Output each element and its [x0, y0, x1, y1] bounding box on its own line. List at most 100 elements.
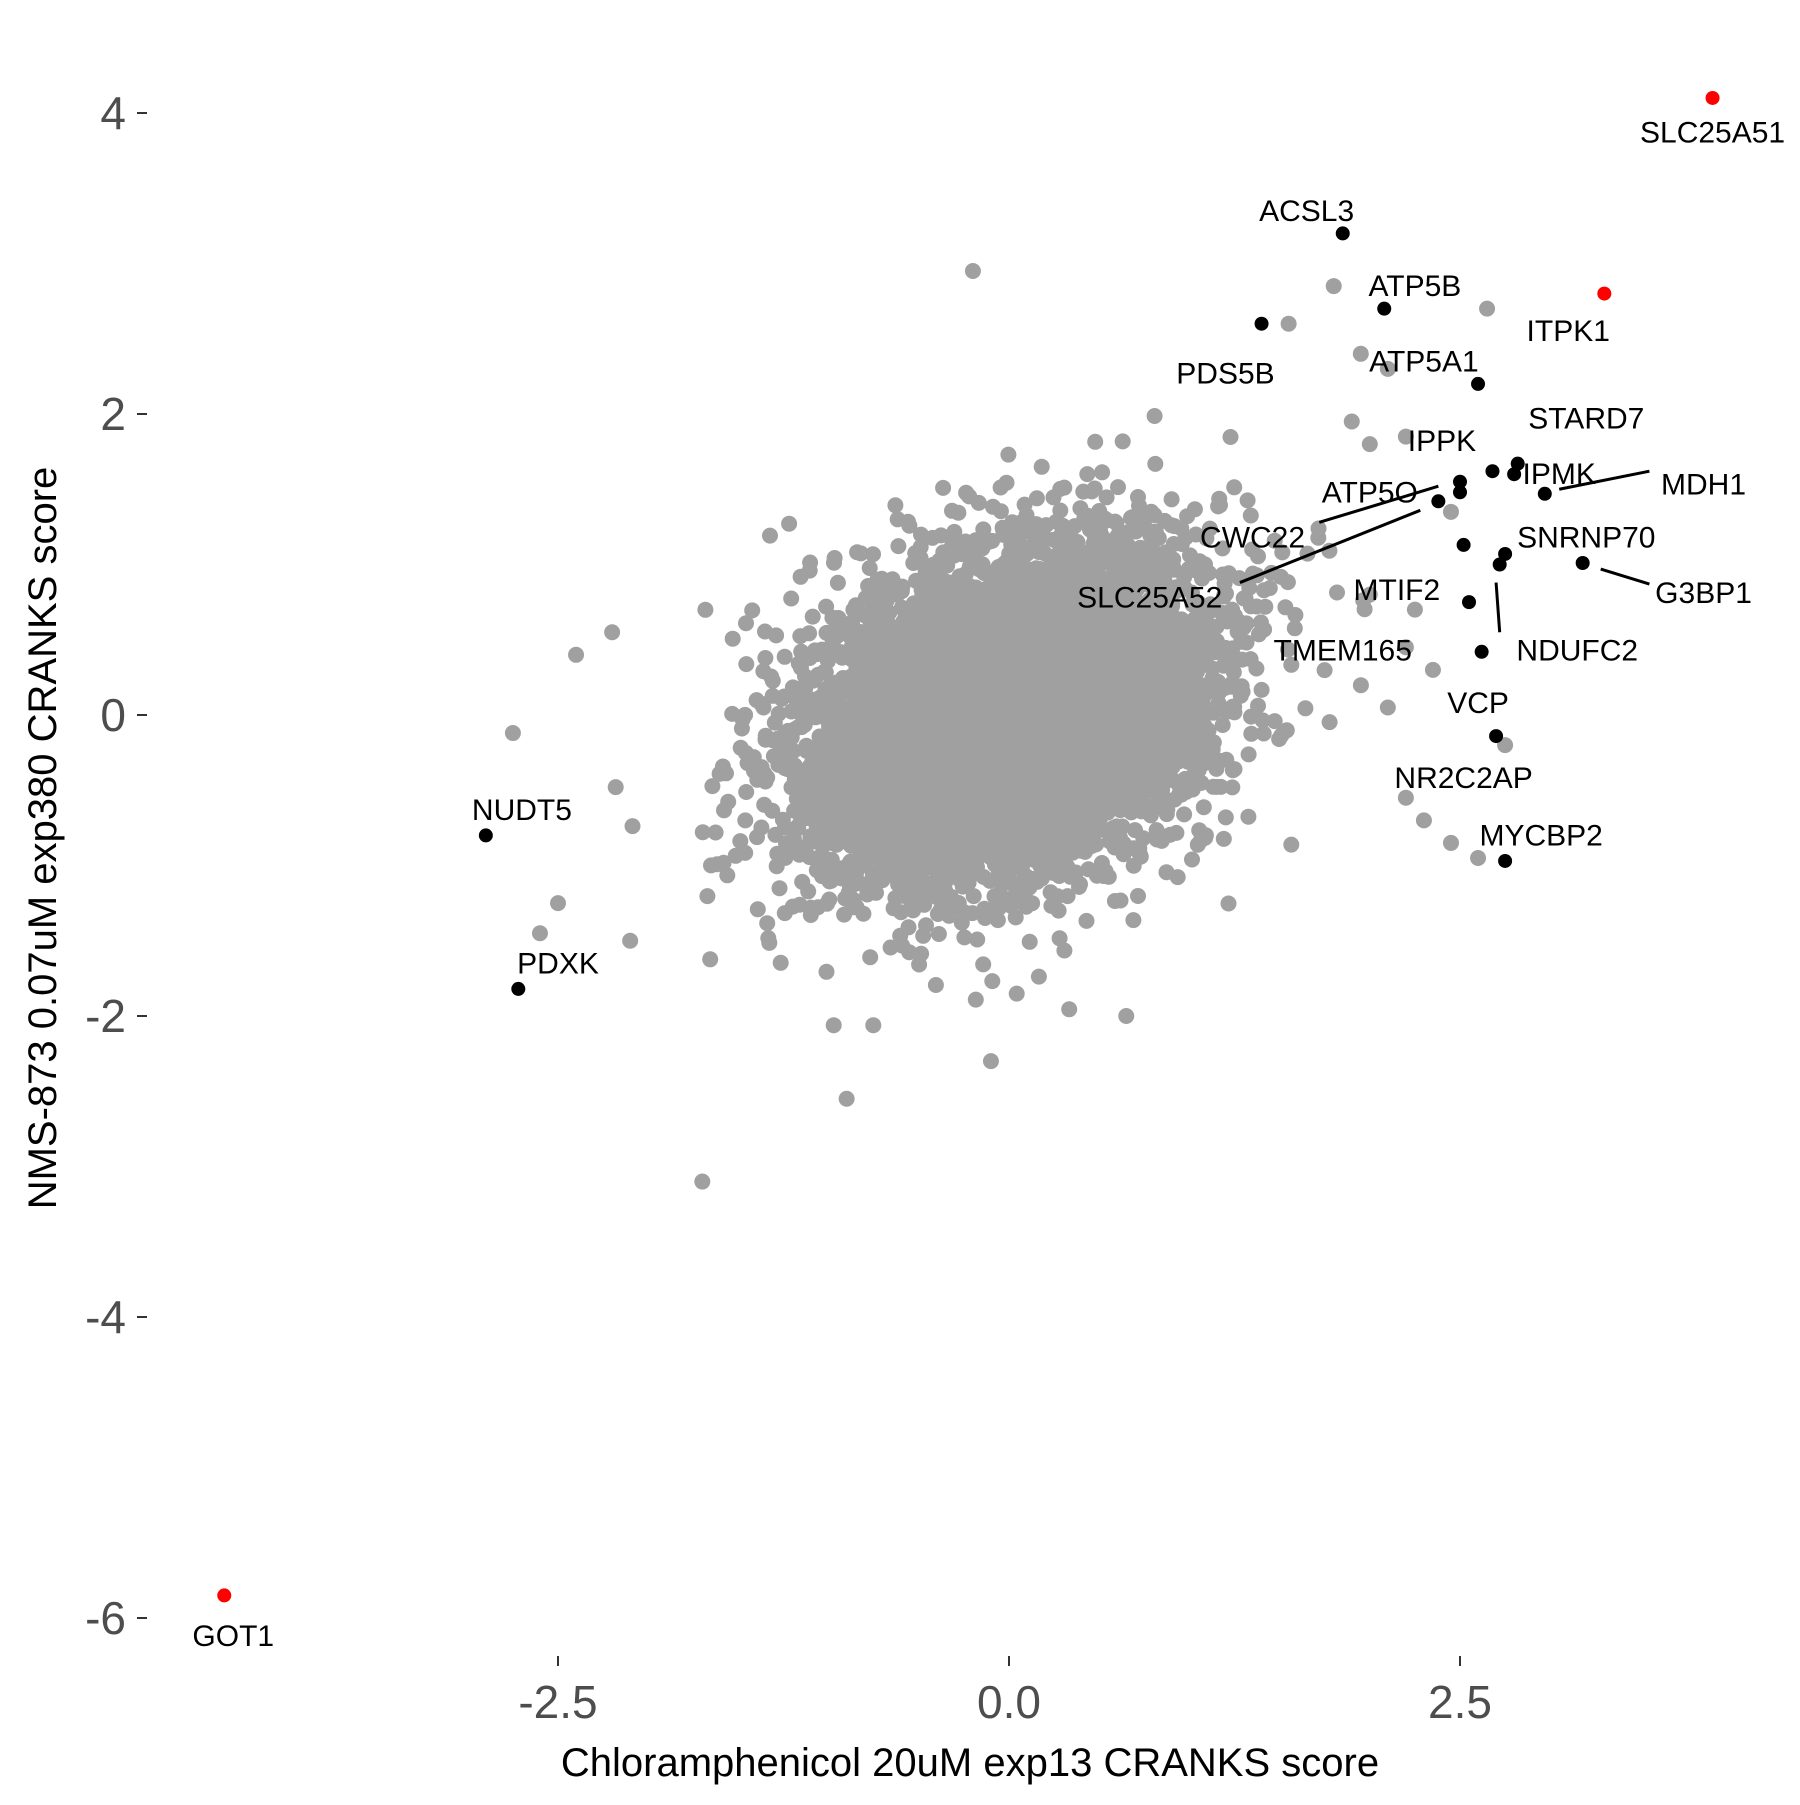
background-point — [950, 895, 967, 911]
background-point — [1154, 558, 1171, 575]
background-point — [912, 539, 929, 555]
background-point — [1242, 507, 1259, 524]
background-point — [1352, 677, 1369, 694]
background-point — [862, 949, 879, 966]
background-point — [1255, 725, 1272, 742]
background-point — [697, 601, 714, 618]
background-point — [913, 581, 930, 598]
background-point — [1194, 570, 1210, 587]
background-point — [890, 538, 907, 555]
background-point — [1008, 985, 1025, 1002]
background-point — [1028, 490, 1045, 507]
background-point — [852, 545, 869, 562]
background-point — [739, 755, 756, 772]
background-point — [1222, 429, 1239, 445]
background-point — [707, 824, 724, 841]
background-point — [772, 954, 789, 971]
background-point — [861, 560, 878, 576]
background-point — [694, 824, 711, 841]
background-point — [1051, 930, 1068, 947]
background-point — [1191, 721, 1208, 738]
background-point — [1280, 641, 1296, 658]
background-point — [1261, 580, 1278, 597]
background-point — [699, 888, 716, 905]
background-point — [1310, 529, 1327, 546]
background-point — [840, 884, 857, 901]
background-point — [724, 630, 741, 647]
background-point — [1033, 458, 1050, 475]
background-point — [724, 705, 741, 722]
background-point — [1130, 489, 1146, 505]
background-point — [956, 929, 973, 946]
background-point — [1078, 912, 1095, 929]
background-point — [715, 854, 732, 871]
background-point — [1016, 496, 1033, 513]
background-point — [1125, 857, 1142, 874]
background-point — [882, 939, 899, 956]
background-point — [771, 880, 788, 897]
background-point — [738, 656, 755, 673]
background-point — [1186, 501, 1203, 518]
background-point — [1266, 532, 1283, 549]
background-point — [1182, 547, 1198, 564]
background-point — [984, 973, 1001, 990]
background-point — [1321, 714, 1338, 731]
background-point — [737, 812, 754, 829]
background-point — [924, 529, 941, 546]
background-point — [749, 829, 765, 846]
background-point — [1030, 968, 1047, 985]
background-point — [1254, 712, 1271, 729]
background-point — [1124, 509, 1141, 526]
background-point — [1061, 1001, 1078, 1018]
background-point — [1239, 492, 1256, 509]
background-point — [930, 926, 947, 942]
background-point — [1098, 489, 1115, 506]
background-point — [732, 739, 749, 756]
background-point — [1056, 942, 1073, 959]
background-point — [935, 479, 952, 496]
background-point — [744, 602, 761, 619]
background-point — [1143, 798, 1160, 815]
background-point — [1114, 433, 1131, 450]
background-point — [719, 867, 736, 884]
background-point — [757, 650, 774, 666]
background-point — [755, 663, 772, 680]
background-point — [702, 951, 719, 968]
background-point — [1224, 779, 1241, 796]
background-point — [802, 554, 819, 571]
background-point — [768, 627, 785, 644]
background-point — [1208, 778, 1225, 795]
background-point — [759, 915, 776, 932]
background-point — [1286, 620, 1303, 637]
background-point — [1214, 540, 1231, 557]
background-point — [885, 900, 902, 917]
background-point — [716, 802, 732, 819]
background-point — [1170, 724, 1187, 741]
background-point — [1000, 446, 1017, 463]
background-point — [969, 931, 986, 948]
background-point — [1195, 799, 1212, 816]
background-point — [811, 728, 828, 745]
background-point — [804, 608, 821, 625]
background-point — [1297, 700, 1314, 717]
background-point — [1158, 864, 1175, 881]
background-point — [753, 695, 770, 712]
background-point — [1316, 662, 1333, 679]
background-point — [965, 888, 982, 905]
background-point — [868, 884, 884, 901]
background-point — [1176, 806, 1193, 823]
background-point — [1226, 479, 1243, 496]
background-point — [768, 858, 785, 875]
background-point — [1274, 544, 1291, 561]
background-point — [1283, 836, 1300, 853]
background-point — [901, 944, 918, 961]
background-point — [829, 574, 846, 591]
background-point — [1226, 607, 1243, 624]
background-point — [1215, 830, 1232, 847]
background-points — [607, 408, 1373, 1034]
background-point — [865, 1017, 882, 1034]
background-point — [825, 1017, 842, 1034]
background-point — [1158, 806, 1175, 823]
